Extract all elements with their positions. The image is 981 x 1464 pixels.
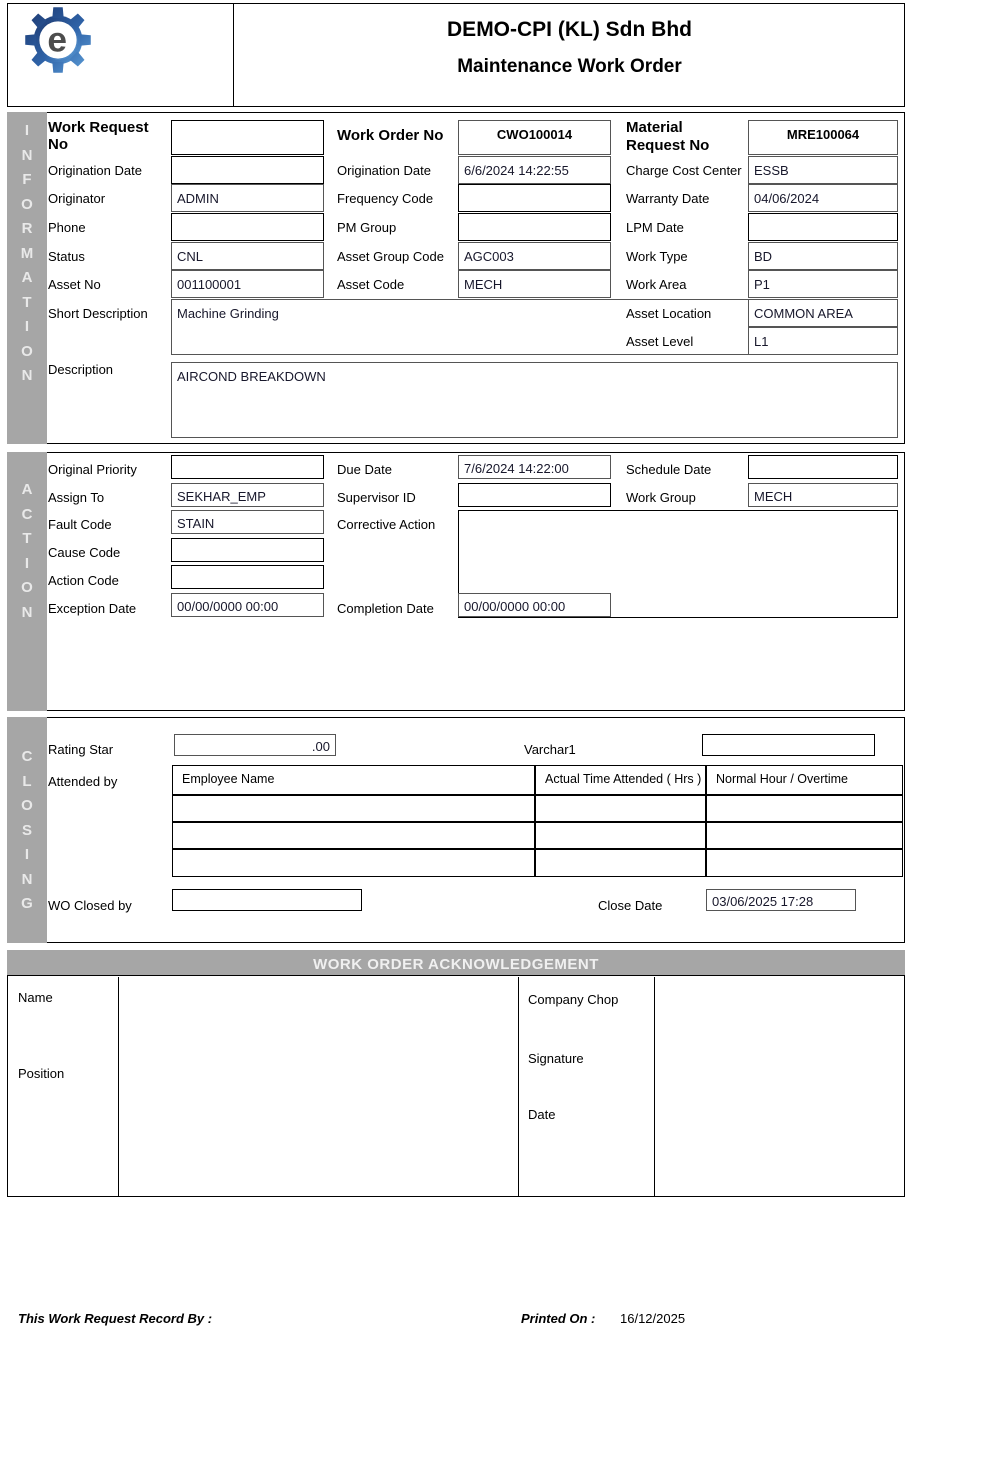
svg-text:e: e — [47, 21, 67, 60]
